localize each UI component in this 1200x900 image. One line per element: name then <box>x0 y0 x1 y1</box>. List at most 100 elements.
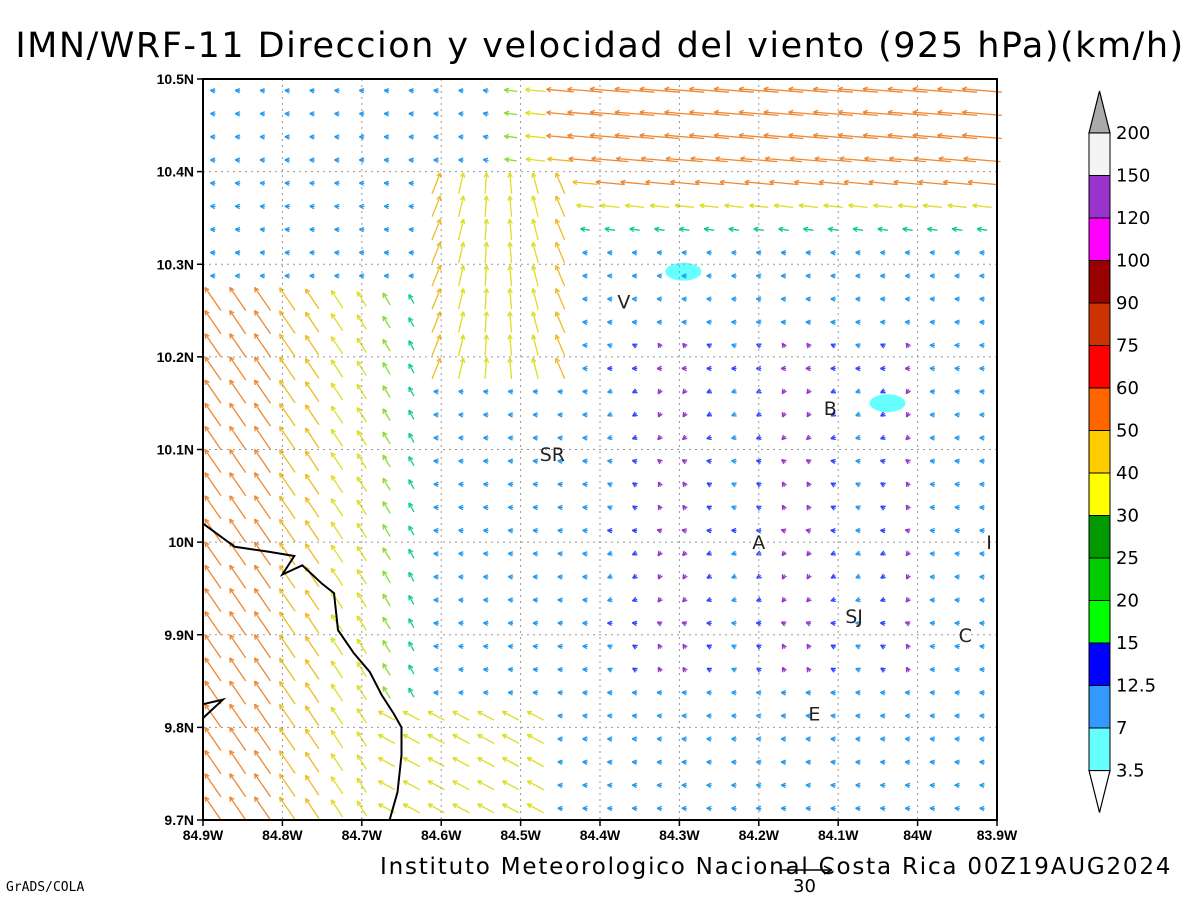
wind-vector <box>788 109 829 117</box>
wind-vector <box>929 713 936 719</box>
wind-vector <box>805 805 811 812</box>
wind-vector <box>805 273 811 279</box>
wind-vector <box>433 435 439 441</box>
wind-vector <box>304 612 320 634</box>
wind-vector <box>253 402 272 427</box>
wind-vector <box>631 550 638 556</box>
wind-vector <box>929 458 936 464</box>
wind-vector <box>259 87 266 94</box>
wind-vector <box>253 448 272 473</box>
colorbar-label: 15 <box>1116 633 1139 654</box>
wind-vector <box>253 773 272 798</box>
wind-vector <box>582 689 588 696</box>
wind-vector <box>229 379 247 404</box>
wind-vector <box>356 430 367 446</box>
wind-vector <box>483 527 489 534</box>
wind-vector <box>855 249 861 256</box>
wind-vector <box>532 388 539 395</box>
wind-vector <box>656 736 663 742</box>
wind-vector <box>607 713 613 719</box>
colorbar-box <box>1088 685 1111 729</box>
wind-vector <box>210 134 216 140</box>
wind-vector <box>607 573 613 579</box>
wind-vector <box>880 736 886 742</box>
wind-vector <box>905 412 911 418</box>
wind-vector <box>356 731 367 747</box>
wind-vector <box>477 710 495 721</box>
wind-vector <box>681 805 687 812</box>
wind-vector <box>632 505 638 511</box>
wind-vector <box>457 241 466 264</box>
wind-vector <box>805 528 812 534</box>
wind-vector <box>204 379 222 404</box>
wind-vector <box>278 588 296 612</box>
wind-vector <box>855 527 861 534</box>
wind-vector <box>690 156 728 163</box>
wind-vector <box>806 342 812 349</box>
wind-vector <box>229 310 247 335</box>
wind-vector <box>706 319 712 326</box>
wind-vector <box>887 109 928 117</box>
wind-vector <box>731 273 737 279</box>
wind-vector <box>937 86 978 93</box>
wind-vector <box>458 643 464 650</box>
wind-vector <box>568 156 602 163</box>
wind-vector <box>929 412 936 418</box>
wind-vector <box>839 156 877 163</box>
wind-vector <box>682 481 688 488</box>
wind-vector <box>457 264 466 287</box>
wind-vector <box>229 634 247 659</box>
wind-vector <box>408 293 415 304</box>
wind-vector <box>483 311 490 333</box>
wind-vector <box>427 710 445 721</box>
wind-vector <box>278 703 296 728</box>
wind-vector <box>507 458 514 464</box>
wind-vector <box>954 273 960 279</box>
wind-vector <box>631 596 638 602</box>
wind-vector <box>408 249 414 256</box>
wind-vector <box>763 132 804 140</box>
wind-vector <box>458 551 464 557</box>
wind-vector <box>356 476 367 492</box>
wind-vector <box>356 337 367 353</box>
wind-vector <box>408 664 415 675</box>
wind-vector <box>477 733 495 744</box>
wind-vector <box>706 411 713 417</box>
wind-vector <box>880 644 886 650</box>
wind-vector <box>507 311 513 333</box>
wind-vector <box>904 365 911 372</box>
wind-vector <box>253 310 272 335</box>
city-labels: V SR B A I SJ C E <box>540 291 992 725</box>
wind-vector <box>382 593 391 607</box>
wind-vector <box>330 405 344 424</box>
wind-vector <box>582 574 588 580</box>
wind-vector <box>631 434 638 441</box>
wind-vector <box>905 388 911 395</box>
wind-vector <box>477 780 495 791</box>
wind-vector <box>781 458 787 465</box>
wind-vector <box>526 733 545 744</box>
wind-vector <box>382 315 391 329</box>
wind-vector <box>830 482 837 488</box>
wind-vector <box>607 319 613 326</box>
wind-vector <box>706 273 712 279</box>
wind-vector <box>880 713 886 719</box>
wind-vector <box>979 597 985 603</box>
lon-tick-label: 84.8W <box>262 827 303 843</box>
wind-vector <box>278 611 296 635</box>
wind-vector <box>806 550 812 557</box>
wind-vector <box>905 550 911 557</box>
colorbar-label: 90 <box>1116 293 1139 314</box>
wind-vector <box>805 249 811 256</box>
wind-vector <box>954 689 960 696</box>
wind-vector <box>773 203 794 209</box>
wind-vector <box>546 133 575 139</box>
wind-vector <box>706 620 712 627</box>
wind-vector <box>963 156 1001 163</box>
wind-vector <box>862 86 903 93</box>
wind-vector <box>979 458 985 464</box>
wind-vector <box>706 388 712 394</box>
wind-vector <box>253 680 272 705</box>
wind-vector <box>525 110 546 116</box>
wind-vector <box>929 273 936 279</box>
